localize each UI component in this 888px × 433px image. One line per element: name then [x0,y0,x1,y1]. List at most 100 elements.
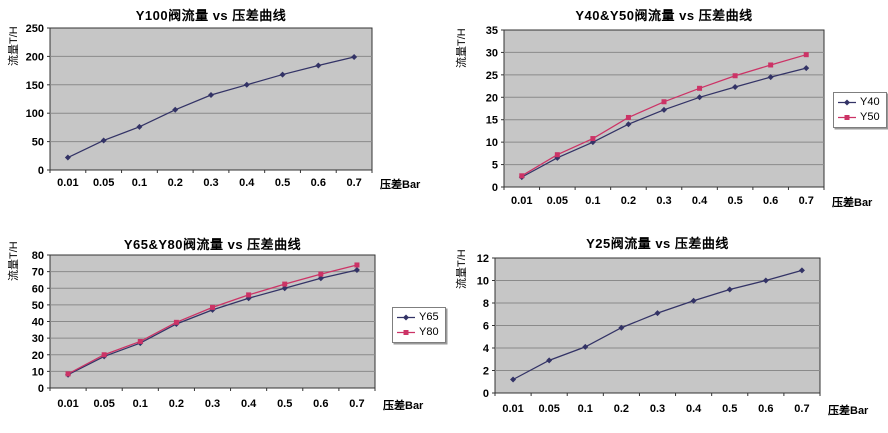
chart-y65-y80: 0 10 20 30 40 50 60 70 80 Y65&Y80阀流量 vs 压差曲线 流量T… [0,217,446,433]
data-point-diamond [625,121,632,128]
data-point-diamond [281,285,288,292]
legend-entry: Y50 [837,110,880,125]
plot-svg: 0 2 4 6 8 10 12 [477,253,821,400]
x-tick-label: 0.1 [131,177,148,189]
legend-label: Y50 [860,111,880,123]
data-point-square [101,352,107,358]
y-tick-label: 150 [26,80,44,92]
data-point-diamond [317,275,324,282]
data-point-square [246,292,252,298]
data-point-diamond [172,106,179,113]
chart-title: Y25阀流量 vs 压差曲线 [586,236,729,251]
data-point-square [625,114,631,120]
y-tick-label: 4 [483,343,490,355]
data-point-diamond [546,357,553,364]
x-tick-label: 0.5 [722,403,738,415]
y-tick-label: 15 [486,115,498,127]
x-tick-label: 0.01 [502,403,524,415]
data-point-square [210,304,215,310]
legend: Y40 Y50 [833,92,887,128]
x-tick-label: 0.4 [691,195,708,207]
y-axis-title: 流量T/H [8,26,20,66]
x-tick-label: 0.6 [758,403,774,415]
data-point-square [844,115,850,120]
data-point-diamond [803,65,810,72]
data-point-diamond [696,94,703,101]
x-tick-label: 0.05 [538,403,560,415]
y-tick-label: 0 [38,165,44,177]
x-tick-label: 0.3 [649,403,666,415]
x-tick-label: 0.05 [92,177,115,189]
data-point-diamond [315,62,322,69]
x-tick-label: 0.6 [313,398,329,410]
y-tick-label: 6 [483,321,489,333]
y-tick-label: 200 [26,51,44,63]
y-tick-label: 0 [483,388,489,400]
x-tick-label: 0.1 [577,403,593,415]
x-axis-title: 压差Bar [828,405,869,417]
y-tick-label: 12 [477,253,489,265]
data-point-square [519,173,525,179]
x-axis-title: 压差Bar [832,197,873,209]
chart-title: Y100阀流量 vs 压差曲线 [135,8,287,23]
y-tick-label: 40 [32,317,44,329]
data-point-square [282,281,288,287]
plot-area [49,27,373,171]
data-point-diamond [136,123,143,130]
data-point-diamond [208,92,214,99]
x-tick-label: 0.2 [620,195,637,207]
y-tick-label: 70 [32,267,44,279]
data-point-diamond [279,71,286,78]
y-tick-label: 10 [32,366,44,378]
x-tick-label: 0.01 [57,177,79,189]
data-point-diamond [732,83,739,90]
y-tick-label: 20 [486,92,498,104]
y-tick-label: 0 [492,182,498,194]
plot-svg: 0 5 10 15 20 25 30 35 [486,25,825,194]
y-tick-label: 50 [32,137,44,149]
data-point-diamond [654,310,661,317]
y-tick-label: 250 [26,23,44,35]
data-point-diamond [582,343,589,350]
legend-label: Y65 [419,311,439,323]
data-point-square [354,262,360,268]
x-tick-label: 0.4 [240,398,257,410]
data-point-square [768,62,774,68]
y-tick-label: 60 [32,283,44,295]
y-tick-label: 10 [477,276,489,288]
legend-entry: Y65 [396,310,439,325]
legend: Y65 Y80 [392,307,446,343]
data-point-square [173,319,179,325]
data-point-square [732,73,738,79]
y-axis-title: 流量T/H [456,28,468,68]
x-axis-title: 压差Bar [380,179,421,191]
x-tick-label: 0.7 [798,195,814,207]
y-tick-label: 25 [486,70,498,82]
x-tick-label: 0.1 [132,398,148,410]
legend-entry: Y40 [837,95,880,110]
x-tick-label: 0.01 [511,195,533,207]
data-point-diamond [510,376,517,383]
x-tick-label: 0.6 [310,177,326,189]
y-tick-label: 35 [486,25,498,37]
x-tick-label: 0.3 [204,398,221,410]
data-point-diamond [403,314,409,321]
x-tick-label: 0.1 [585,195,601,207]
data-point-square [554,152,560,158]
x-tick-label: 0.7 [346,177,362,189]
chart-title: Y65&Y80阀流量 vs 压差曲线 [123,237,302,252]
data-point-square [661,99,667,105]
x-tick-label: 0.4 [685,403,702,415]
y-tick-label: 0 [38,383,44,395]
x-tick-label: 0.2 [167,177,183,189]
x-tick-label: 0.5 [727,195,743,207]
y-tick-label: 10 [486,137,498,149]
data-point-square [403,330,409,335]
y-tick-label: 2 [483,366,489,378]
x-tick-label: 0.7 [349,398,365,410]
legend-label: Y80 [419,326,439,338]
data-point-diamond [798,267,805,274]
plot-svg: 0 10 20 30 40 50 60 70 80 [32,250,376,395]
x-tick-label: 0.3 [656,195,672,207]
legend-entry: Y80 [396,325,439,340]
